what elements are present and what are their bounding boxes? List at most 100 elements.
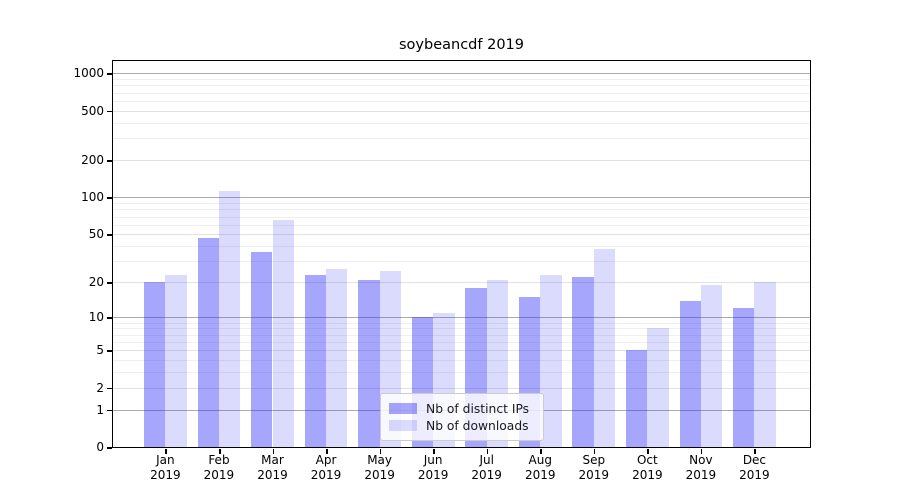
x-tick-label-apr: Apr 2019: [310, 453, 342, 482]
y-tick-mark-2: [107, 387, 112, 390]
gridline-200: [113, 160, 810, 162]
legend-swatch-distinct-ips: [389, 403, 417, 414]
bar-downloads-nov: [700, 285, 723, 447]
x-tick-mark-feb: [218, 448, 221, 454]
bar-distinct-ips-feb: [197, 237, 219, 447]
y-tick-label-5: 5: [96, 343, 104, 358]
bar-distinct-ips-may: [358, 279, 380, 447]
y-tick-mark-200: [107, 160, 112, 162]
gridline-50: [113, 234, 810, 236]
x-tick-label-may: May 2019: [364, 453, 395, 482]
y-tick-mark-100: [107, 197, 112, 200]
y-tick-mark-50: [107, 234, 112, 236]
bar-downloads-dec: [754, 282, 776, 447]
gridline-100: [113, 197, 810, 199]
gridline-800: [113, 85, 810, 87]
bar-distinct-ips-sep: [572, 277, 594, 447]
bar-distinct-ips-dec: [733, 308, 755, 447]
x-tick-mark-mar: [272, 448, 275, 454]
x-tick-label-feb: Feb 2019: [203, 453, 235, 482]
gridline-60: [113, 224, 810, 226]
bar-distinct-ips-oct: [625, 350, 648, 447]
gridline-900: [113, 79, 810, 81]
y-tick-mark-1: [107, 409, 112, 412]
plot-area: [113, 61, 810, 447]
gridline-600: [113, 101, 810, 103]
legend-label-distinct-ips: Nb of distinct IPs: [426, 401, 530, 416]
bar-downloads-aug: [540, 275, 562, 447]
x-tick-mark-jun: [433, 448, 435, 454]
bar-downloads-mar: [272, 220, 294, 447]
y-tick-label-50: 50: [88, 227, 104, 242]
x-tick-mark-may: [379, 448, 382, 454]
x-tick-label-oct: Oct 2019: [632, 453, 663, 482]
gridline-10: [113, 317, 810, 319]
gridline-30: [113, 261, 810, 263]
bar-downloads-oct: [647, 328, 669, 447]
gridline-700: [113, 92, 810, 94]
gridline-70: [113, 216, 810, 218]
x-tick-mark-nov: [700, 448, 703, 454]
y-tick-mark-10: [107, 317, 112, 319]
y-tick-label-2: 2: [96, 380, 104, 395]
x-tick-mark-aug: [540, 448, 542, 454]
gridline-20: [113, 282, 810, 284]
y-tick-mark-0: [107, 447, 112, 449]
bar-distinct-ips-nov: [679, 300, 701, 447]
bar-downloads-jan: [165, 275, 187, 447]
gridline-4: [113, 359, 810, 361]
x-tick-label-dec: Dec 2019: [739, 453, 770, 482]
bar-distinct-ips-apr: [304, 275, 327, 447]
y-tick-label-20: 20: [88, 275, 104, 290]
gridline-8: [113, 328, 810, 330]
gridline-400: [113, 122, 810, 124]
bar-downloads-feb: [218, 191, 241, 447]
y-tick-mark-20: [107, 282, 112, 284]
y-tick-label-200: 200: [81, 153, 104, 168]
y-tick-label-10: 10: [88, 310, 104, 325]
legend-item-downloads: Nb of downloads: [389, 418, 535, 433]
x-tick-label-sep: Sep 2019: [578, 453, 610, 482]
gridline-2: [113, 387, 810, 389]
legend-label-downloads: Nb of downloads: [426, 418, 529, 433]
bar-distinct-ips-mar: [251, 251, 273, 447]
gridline-300: [113, 138, 810, 140]
x-tick-mark-apr: [326, 448, 328, 454]
bar-distinct-ips-jan: [144, 282, 166, 447]
y-tick-label-100: 100: [81, 190, 104, 205]
gridline-6: [113, 341, 810, 343]
x-tick-label-aug: Aug 2019: [524, 453, 556, 482]
x-tick-label-mar: Mar 2019: [257, 453, 288, 482]
chart-title: soybeancdf 2019: [399, 37, 524, 53]
y-tick-mark-1000: [107, 73, 112, 76]
gridline-3: [113, 372, 810, 374]
x-tick-mark-oct: [647, 448, 649, 454]
x-tick-label-nov: Nov 2019: [685, 453, 717, 482]
gridline-1000: [113, 73, 810, 75]
x-tick-label-jun: Jun 2019: [417, 453, 449, 482]
x-tick-mark-sep: [593, 448, 596, 454]
gridline-7: [113, 334, 810, 336]
legend-item-distinct-ips: Nb of distinct IPs: [389, 401, 535, 416]
y-tick-mark-5: [107, 350, 112, 352]
x-tick-mark-jan: [165, 448, 167, 454]
gridline-9: [113, 322, 810, 324]
y-tick-label-1: 1: [96, 402, 104, 417]
bar-downloads-sep: [593, 248, 616, 447]
y-tick-label-1000: 1000: [73, 66, 104, 81]
legend: Nb of distinct IPs Nb of downloads: [380, 393, 544, 441]
x-tick-mark-jul: [486, 448, 489, 454]
gridline-500: [113, 110, 810, 112]
y-tick-label-0: 0: [96, 440, 104, 454]
gridline-5: [113, 350, 810, 352]
gridline-80: [113, 209, 810, 211]
gridline-40: [113, 246, 810, 248]
x-tick-mark-dec: [754, 448, 757, 454]
legend-swatch-downloads: [389, 420, 417, 431]
y-tick-mark-500: [107, 110, 112, 113]
gridline-90: [113, 203, 810, 205]
bar-downloads-apr: [326, 268, 348, 447]
x-tick-label-jul: Jul 2019: [471, 453, 502, 482]
y-tick-label-500: 500: [81, 103, 104, 118]
